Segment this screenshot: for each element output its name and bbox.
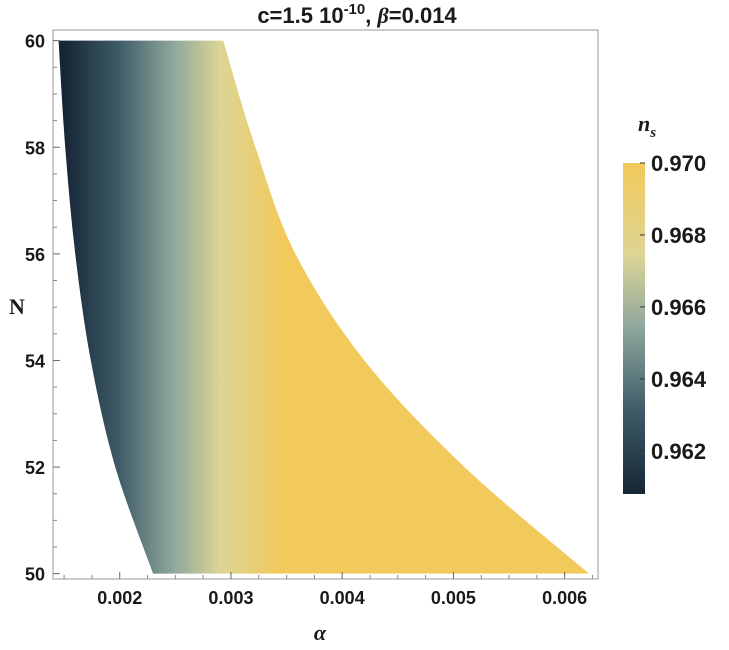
x-tick-label: 0.002 (97, 588, 142, 608)
y-axis-title: N (9, 294, 25, 319)
chart-title: c=1.5 10-10, β=0.014 (257, 1, 457, 28)
y-tick-label: 56 (25, 245, 45, 265)
x-tick-label: 0.003 (208, 588, 253, 608)
x-tick-label: 0.004 (320, 588, 365, 608)
colorbar-title: ns (638, 111, 656, 141)
x-axis: 0.002 0.003 0.004 0.005 0.006 (63, 572, 593, 608)
colorbar-tick-label: 0.966 (651, 295, 706, 320)
plot-frame (52, 29, 599, 580)
colorbar-legend: ns 0.962 0.964 0.966 0.968 0.970 (623, 111, 707, 494)
y-tick-label: 60 (25, 32, 45, 52)
y-tick-label: 54 (25, 351, 45, 371)
y-axis: 50 52 54 56 58 60 (25, 32, 60, 585)
title-prefix: c=1.5 10 (257, 3, 343, 28)
colorbar-ticks: 0.962 0.964 0.966 0.968 0.970 (640, 151, 707, 464)
x-axis-title: α (314, 620, 327, 645)
colorbar-gradient (623, 163, 645, 494)
y-tick-label: 50 (25, 565, 45, 585)
colorbar-tick-label: 0.964 (651, 367, 707, 392)
title-greek: β (376, 3, 389, 28)
region-gradient-fill (58, 40, 590, 574)
title-exponent: -10 (344, 1, 366, 18)
colorbar-tick-label: 0.968 (651, 223, 706, 248)
x-tick-label: 0.006 (542, 588, 587, 608)
density-region (58, 40, 590, 574)
y-tick-label: 52 (25, 458, 45, 478)
title-suffix: =0.014 (389, 3, 458, 28)
colorbar-title-main: n (638, 111, 650, 136)
colorbar-title-sub: s (649, 125, 656, 141)
colorbar-tick-label: 0.962 (651, 439, 706, 464)
y-tick-label: 58 (25, 138, 45, 158)
x-tick-label: 0.005 (431, 588, 476, 608)
colorbar-tick-label: 0.970 (651, 151, 706, 176)
title-sep: , (365, 3, 377, 28)
